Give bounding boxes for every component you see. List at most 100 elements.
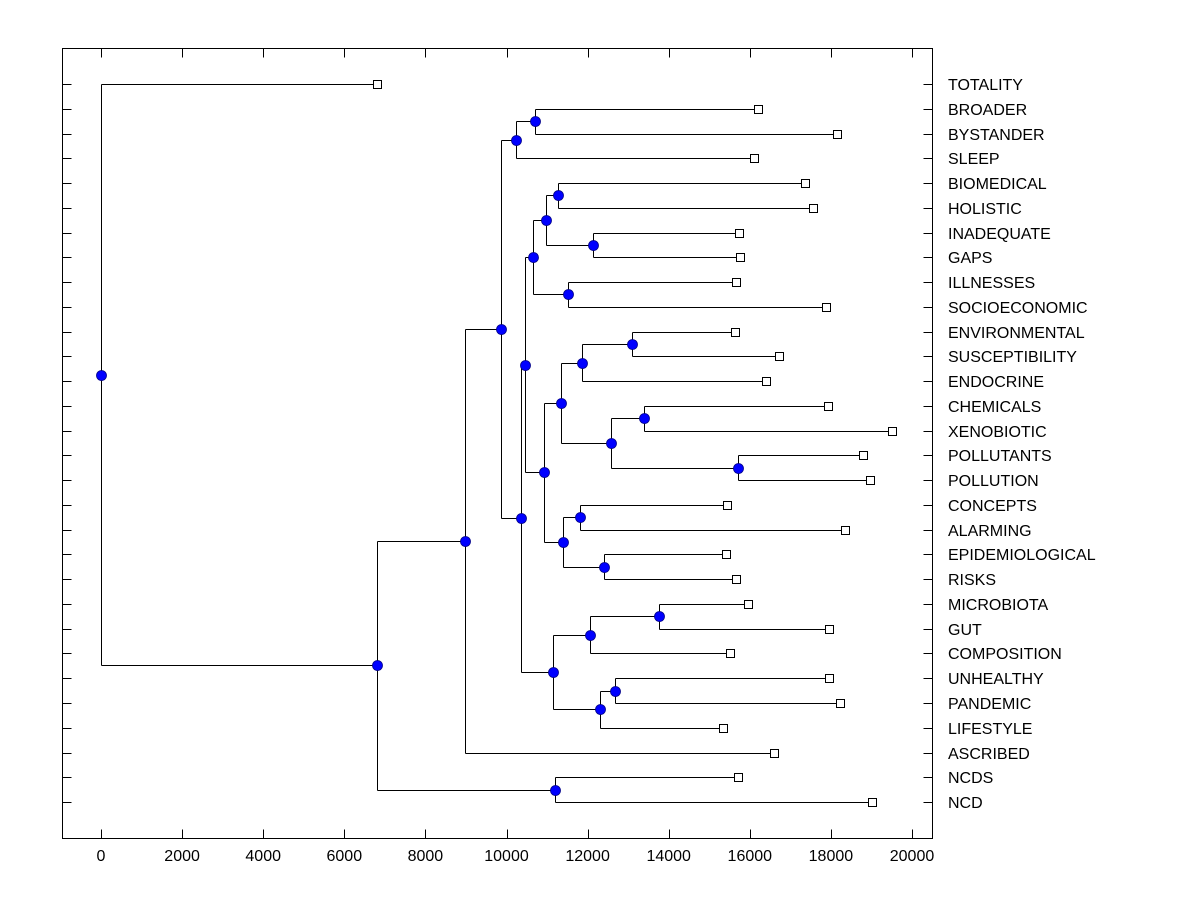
x-tick-label: 2000 — [164, 848, 200, 865]
leaf-label: XENOBIOTIC — [948, 424, 1047, 441]
leaf-label: ENDOCRINE — [948, 374, 1044, 391]
cluster-node — [460, 536, 471, 547]
leaf-label: POLLUTION — [948, 473, 1039, 490]
x-tick-label: 20000 — [890, 848, 935, 865]
cluster-node — [530, 116, 541, 127]
leaf-label: UNHEALTHY — [948, 671, 1044, 688]
leaf-label: CHEMICALS — [948, 399, 1041, 416]
cluster-node — [520, 360, 531, 371]
leaf-marker — [719, 724, 728, 733]
cluster-node — [733, 463, 744, 474]
leaf-marker — [825, 674, 834, 683]
leaf-label: EPIDEMIOLOGICAL — [948, 547, 1096, 564]
leaf-marker — [833, 130, 842, 139]
x-tick-label: 8000 — [408, 848, 444, 865]
leaf-marker — [754, 105, 763, 114]
cluster-node — [553, 190, 564, 201]
cluster-node — [595, 704, 606, 715]
x-tick-label: 10000 — [484, 848, 529, 865]
cluster-node — [606, 438, 617, 449]
axis-ticks — [62, 48, 933, 839]
leaf-marker — [824, 402, 833, 411]
cluster-node — [541, 215, 552, 226]
cluster-node — [627, 339, 638, 350]
leaf-marker — [841, 526, 850, 535]
leaf-marker — [836, 699, 845, 708]
leaf-marker — [373, 80, 382, 89]
leaf-label: LIFESTYLE — [948, 721, 1032, 738]
cluster-node — [639, 413, 650, 424]
tree-links — [101, 84, 893, 803]
cluster-node — [563, 289, 574, 300]
cluster-node — [548, 667, 559, 678]
leaf-label: RISKS — [948, 572, 996, 589]
leaf-marker — [731, 328, 740, 337]
x-tick-label: 4000 — [245, 848, 281, 865]
x-tick-label: 0 — [97, 848, 106, 865]
cluster-node — [372, 660, 383, 671]
cluster-node — [577, 358, 588, 369]
leaf-marker — [732, 575, 741, 584]
cluster-node — [654, 611, 665, 622]
leaf-markers — [373, 80, 897, 807]
node-markers — [96, 116, 744, 796]
leaf-label: SOCIOECONOMIC — [948, 300, 1088, 317]
leaf-marker — [825, 625, 834, 634]
x-axis-tick-labels: 0 2000 4000 6000 8000 10000 12000 14000 16000 180… — [97, 848, 935, 865]
cluster-node — [539, 467, 550, 478]
leaf-marker — [732, 278, 741, 287]
leaf-marker — [744, 600, 753, 609]
cluster-node — [496, 324, 507, 335]
leaf-label: GUT — [948, 622, 982, 639]
cluster-node — [599, 562, 610, 573]
leaf-marker — [735, 229, 744, 238]
leaf-marker — [770, 749, 779, 758]
leaf-label: ALARMING — [948, 523, 1032, 540]
leaf-label: NCD — [948, 795, 983, 812]
leaf-marker — [868, 798, 877, 807]
cluster-node — [575, 512, 586, 523]
leaf-label: SLEEP — [948, 151, 1000, 168]
leaf-label: MICROBIOTA — [948, 597, 1048, 614]
leaf-marker — [809, 204, 818, 213]
plot-frame — [62, 48, 933, 839]
x-tick-label: 18000 — [809, 848, 854, 865]
leaf-marker — [762, 377, 771, 386]
cluster-node — [588, 240, 599, 251]
cluster-node — [550, 785, 561, 796]
leaf-marker — [859, 451, 868, 460]
leaf-label: SUSCEPTIBILITY — [948, 349, 1077, 366]
leaf-label: POLLUTANTS — [948, 448, 1052, 465]
cluster-node — [528, 252, 539, 263]
leaf-label: BYSTANDER — [948, 127, 1045, 144]
cluster-node — [511, 135, 522, 146]
leaf-marker — [775, 352, 784, 361]
x-tick-label: 12000 — [565, 848, 610, 865]
leaf-label: INADEQUATE — [948, 226, 1051, 243]
leaf-label: BROADER — [948, 102, 1027, 119]
leaf-marker — [801, 179, 810, 188]
cluster-node — [96, 370, 107, 381]
leaf-label: ASCRIBED — [948, 746, 1030, 763]
leaf-marker — [888, 427, 897, 436]
leaf-marker — [722, 550, 731, 559]
leaf-label: PANDEMIC — [948, 696, 1031, 713]
leaf-label: GAPS — [948, 250, 992, 267]
leaf-label: ILLNESSES — [948, 275, 1035, 292]
leaf-marker — [726, 649, 735, 658]
cluster-node — [516, 513, 527, 524]
cluster-node — [556, 398, 567, 409]
leaf-marker — [734, 773, 743, 782]
x-tick-label: 14000 — [646, 848, 691, 865]
leaf-marker — [723, 501, 732, 510]
cluster-node — [610, 686, 621, 697]
leaf-label: NCDS — [948, 770, 993, 787]
leaf-label: ENVIRONMENTAL — [948, 325, 1085, 342]
leaf-labels: TOTALITY BROADER BYSTANDER SLEEP BIOMEDICAL H… — [948, 77, 1096, 812]
leaf-label: HOLISTIC — [948, 201, 1022, 218]
leaf-label: TOTALITY — [948, 77, 1023, 94]
leaf-label: COMPOSITION — [948, 646, 1062, 663]
cluster-node — [585, 630, 596, 641]
x-tick-label: 16000 — [728, 848, 773, 865]
